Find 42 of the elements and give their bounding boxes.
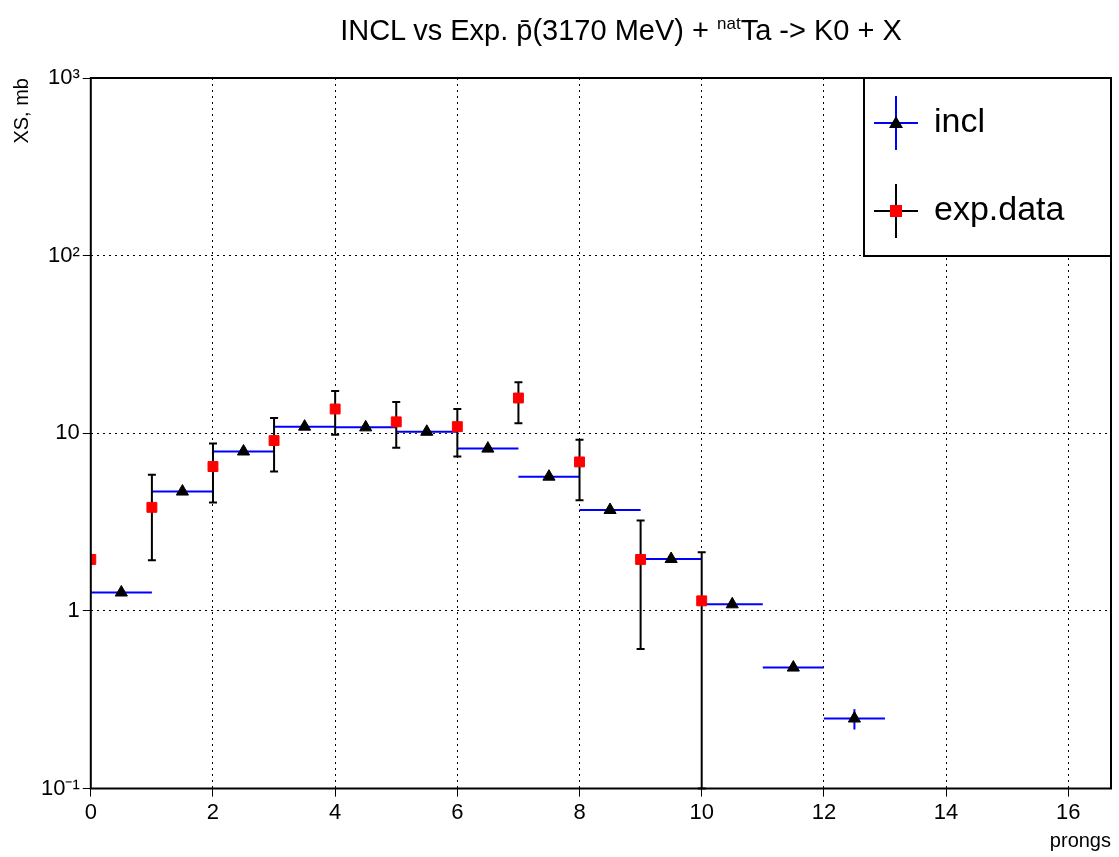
x-tick-label: 16 <box>1055 798 1081 824</box>
point <box>786 660 800 672</box>
point <box>390 416 402 428</box>
x-axis-title: prongs <box>1049 828 1111 851</box>
y-tick-label: 10⁻¹ <box>41 774 80 800</box>
point <box>175 484 189 496</box>
legend-label: exp.data <box>934 189 1065 228</box>
point <box>481 441 495 453</box>
x-tick-label: 2 <box>206 798 220 824</box>
point <box>236 443 251 456</box>
point <box>298 419 312 431</box>
x-tick-label: 12 <box>811 798 837 824</box>
point <box>329 403 341 415</box>
y-tick-label: 1 <box>67 597 80 623</box>
point <box>114 585 128 597</box>
legend-label: incl <box>934 101 986 140</box>
x-tick-label: 14 <box>933 798 959 824</box>
point <box>603 502 617 515</box>
y-tick-label: 10³ <box>48 64 80 90</box>
point <box>207 461 219 472</box>
x-tick-label: 0 <box>84 798 97 824</box>
point <box>420 424 434 436</box>
x-tick-label: 10 <box>689 798 714 824</box>
chart-title: INCL vs Exp. p̄(3170 MeV) + $^{nat}$Ta -> K0 + X <box>339 14 903 47</box>
point <box>268 435 280 447</box>
point <box>359 419 373 432</box>
point <box>635 553 647 565</box>
point <box>725 596 739 609</box>
point <box>542 469 556 481</box>
y-axis-title: XS, mb <box>9 78 32 144</box>
point <box>146 501 158 513</box>
x-tick-label: 6 <box>451 798 464 824</box>
x-tick-label: 4 <box>329 798 342 824</box>
y-tick-label: 10² <box>48 241 80 267</box>
x-tick-label: 8 <box>573 798 586 824</box>
y-tick-label: 10 <box>55 419 80 445</box>
point <box>847 711 861 723</box>
point <box>574 456 585 468</box>
point <box>664 551 678 564</box>
point <box>451 421 463 433</box>
point <box>696 595 708 607</box>
point <box>512 392 524 404</box>
